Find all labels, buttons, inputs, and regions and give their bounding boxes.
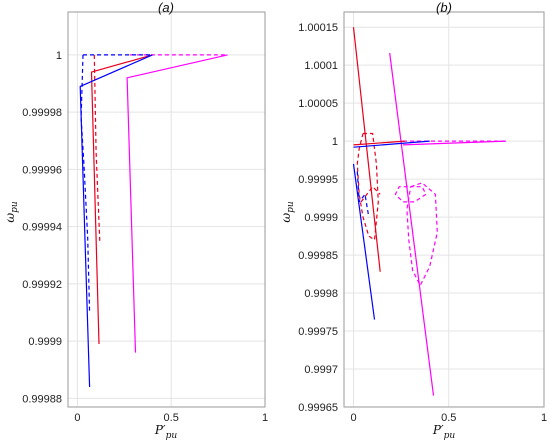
panel-b-y-tick-label: 0.99965 xyxy=(298,402,338,414)
panel-b-ylabel: ωpu xyxy=(279,201,296,223)
panel-a-series-2-line xyxy=(90,54,153,345)
panel-b-y-tick-label: 0.99985 xyxy=(298,250,338,262)
panel-a-title: (a) xyxy=(158,0,174,15)
panel-b-frame xyxy=(343,11,545,408)
panel-b-x-ticks: 0 0.5 1 xyxy=(350,412,547,424)
panel-b-series-8-line xyxy=(352,163,376,320)
panel-b: 0.99965 0.9997 0.99975 0.9998 0.99985 0.9999 0… xyxy=(279,0,547,441)
panel-a-grid xyxy=(68,12,266,407)
panel-b-y-tick-label: 0.99995 xyxy=(298,174,338,186)
panel-b-y-tick-label: 1.0001 xyxy=(304,60,338,72)
panel-b-y-tick-label: 1.00015 xyxy=(298,22,338,34)
panel-b-series-4-line xyxy=(352,27,381,272)
panel-a-y-tick-label: 0.99988 xyxy=(22,393,62,405)
panel-b-series-10-line xyxy=(356,171,370,218)
panel-a-y-tick-label: 0.9999 xyxy=(28,336,62,348)
panel-b-series-1-line xyxy=(402,140,506,146)
panel-b-y-tick-label: 0.9999 xyxy=(304,212,338,224)
panel-b-series-9-line xyxy=(353,140,430,148)
panel-a-series-0-line xyxy=(126,54,228,353)
panel-b-x-tick-label: 0 xyxy=(350,412,356,424)
panel-a-y-tick-label: 0.99996 xyxy=(22,164,62,176)
panel-b-xlabel: P′pu xyxy=(432,423,456,441)
panel-a-series-5-line xyxy=(80,54,91,313)
panel-a-x-tick-label: 0 xyxy=(74,412,80,424)
panel-a-series-4-line xyxy=(79,54,153,388)
panel-b-y-tick-label: 0.99975 xyxy=(298,326,338,338)
panel-a-y-tick-label: 0.99992 xyxy=(22,279,62,291)
panel-a-xlabel: P′pu xyxy=(154,423,178,441)
panel-a-x-tick-label: 0.5 xyxy=(164,412,179,424)
panel-b-series xyxy=(352,27,506,396)
panel-b-series-3-line xyxy=(394,182,438,287)
panel-a-y-tick-label: 1 xyxy=(56,50,62,62)
panel-b-series-0-line xyxy=(389,52,435,396)
panel-a-series xyxy=(79,54,228,388)
panel-b-x-tick-label: 0.5 xyxy=(441,412,456,424)
panel-b-series-6-line xyxy=(356,132,379,241)
panel-b-y-tick-label: 0.9997 xyxy=(304,364,338,376)
panel-b-y-tick-label: 1 xyxy=(332,136,338,148)
panel-a-x-ticks: 0 0.5 1 xyxy=(74,412,268,424)
panel-b-title: (b) xyxy=(436,0,452,15)
panel-a-y-tick-label: 0.99998 xyxy=(22,107,62,119)
panel-a-y-ticks: 0.99988 0.9999 0.99992 0.99994 0.99996 0.9999… xyxy=(22,50,62,405)
panel-a: 0.99988 0.9999 0.99992 0.99994 0.99996 0.9999… xyxy=(3,0,268,441)
panel-a-y-tick-label: 0.99994 xyxy=(22,222,62,234)
panel-a-frame xyxy=(67,11,266,408)
panel-b-y-ticks: 0.99965 0.9997 0.99975 0.9998 0.99985 0.9999 0… xyxy=(298,22,338,414)
panel-b-series-5-line xyxy=(353,140,406,146)
panel-b-x-tick-label: 1 xyxy=(541,412,547,424)
panel-b-y-tick-label: 0.9998 xyxy=(304,288,338,300)
panel-b-y-tick-label: 1.00005 xyxy=(298,98,338,110)
panel-a-x-tick-label: 1 xyxy=(262,412,268,424)
panel-a-ylabel: ωpu xyxy=(3,201,20,223)
